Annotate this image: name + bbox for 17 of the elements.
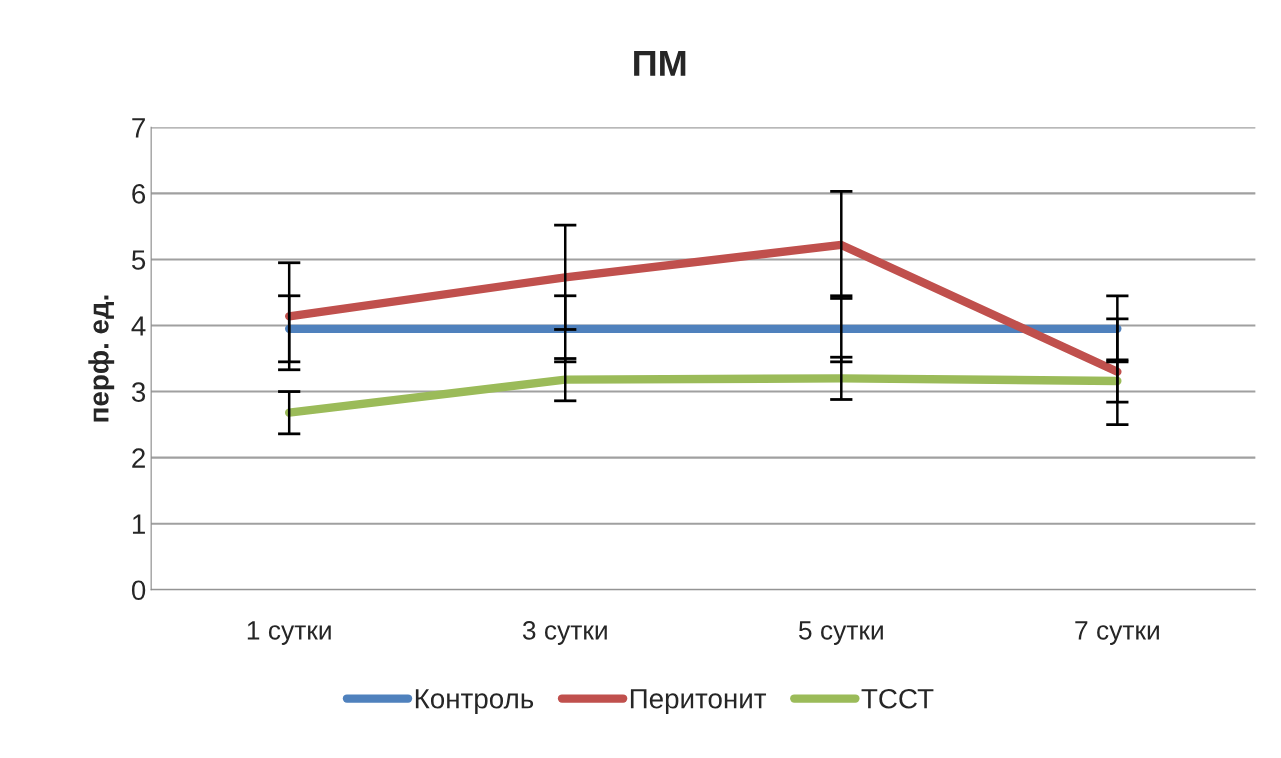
x-tick-label: 3 сутки xyxy=(522,620,607,645)
y-tick-label: 4 xyxy=(131,316,146,336)
y-tick-label: 6 xyxy=(132,184,146,204)
x-tick-label: 5 сутки xyxy=(798,621,883,645)
legend-label: ТССТ xyxy=(861,688,934,709)
y-tick-label: 3 xyxy=(131,382,146,402)
y-tick-label: 0 xyxy=(131,580,146,601)
y-tick-label: 7 xyxy=(132,118,145,138)
chart-title: ПМ xyxy=(634,50,686,76)
legend-label: Контроль xyxy=(415,689,534,715)
y-axis-title: перф. ед. xyxy=(88,295,115,422)
y-tick-label: 2 xyxy=(132,448,145,468)
x-tick-label: 7 сутки xyxy=(1075,621,1159,645)
y-tick-label: 5 xyxy=(131,250,146,270)
legend-label: Перитонит xyxy=(630,689,767,715)
y-tick-label: 1 xyxy=(132,514,145,534)
x-tick-label: 1 сутки xyxy=(247,621,331,645)
